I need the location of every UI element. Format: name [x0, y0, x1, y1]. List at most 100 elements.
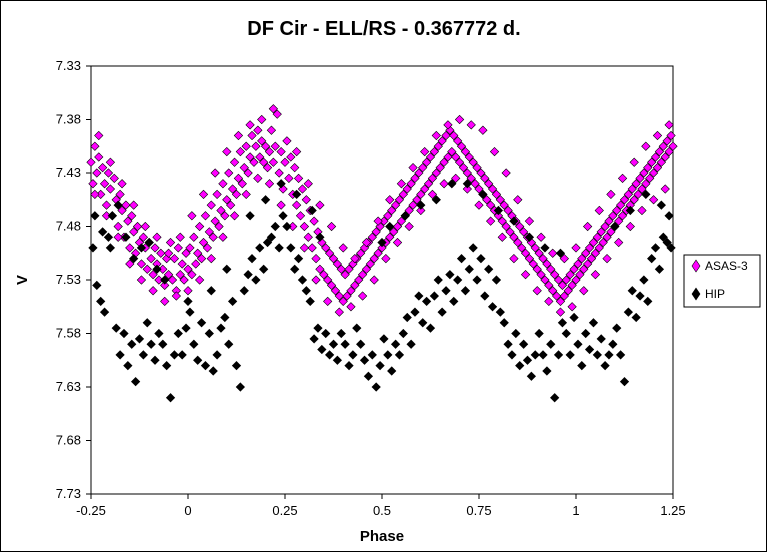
- asas3-point: [509, 253, 519, 264]
- asas3-point: [356, 248, 366, 258]
- hip-point: [540, 243, 550, 253]
- hip-point: [418, 318, 428, 328]
- asas3-point: [462, 184, 472, 194]
- asas3-point: [163, 270, 174, 280]
- asas3-point: [247, 130, 257, 141]
- asas3-point: [303, 179, 313, 189]
- hip-point: [569, 312, 579, 323]
- asas3-point: [518, 227, 529, 237]
- hip-point: [431, 195, 441, 205]
- asas3-point: [443, 152, 453, 162]
- hip-point: [313, 323, 323, 333]
- asas3-point: [546, 264, 556, 274]
- asas3-point: [660, 152, 670, 162]
- hip-point: [356, 339, 366, 349]
- asas3-point: [503, 205, 513, 216]
- asas3-point: [350, 280, 360, 290]
- asas3-point: [648, 195, 659, 205]
- asas3-point: [346, 302, 356, 312]
- hip-point: [92, 280, 102, 290]
- asas3-point: [575, 270, 585, 280]
- asas3-point: [177, 259, 187, 269]
- asas3-point: [443, 120, 453, 130]
- asas3-point: [373, 248, 383, 258]
- asas3-point: [278, 184, 288, 194]
- asas3-point: [94, 152, 104, 162]
- hip-point: [462, 179, 472, 189]
- asas3-point: [567, 302, 577, 312]
- asas3-point: [264, 179, 275, 189]
- asas3-point: [150, 243, 160, 253]
- asas3-point: [148, 270, 158, 280]
- asas3-point: [324, 248, 335, 258]
- asas3-point: [555, 296, 566, 307]
- hip-point: [538, 350, 548, 360]
- hip-point: [88, 243, 98, 253]
- hip-point: [270, 221, 280, 232]
- hip-point: [297, 275, 308, 285]
- asas3-point: [229, 211, 240, 221]
- hip-point: [623, 307, 634, 317]
- asas3-point: [509, 232, 519, 242]
- hip-point: [456, 253, 467, 264]
- asas3-point: [641, 141, 651, 151]
- asas3-point: [132, 221, 143, 232]
- asas3-point: [548, 286, 558, 296]
- asas3-point: [233, 173, 244, 183]
- asas3-point: [590, 270, 601, 280]
- y-tick-label: 7.73: [56, 486, 81, 501]
- asas3-point: [387, 205, 397, 216]
- asas3-point: [222, 146, 232, 157]
- asas3-point: [229, 157, 240, 167]
- asas3-point: [645, 173, 655, 183]
- asas3-point: [486, 200, 496, 210]
- hip-point: [220, 312, 230, 323]
- asas3-point: [326, 221, 337, 232]
- hip-point: [231, 360, 242, 371]
- asas3-point: [241, 141, 251, 151]
- hip-point: [561, 328, 571, 339]
- hip-point: [278, 211, 288, 221]
- hip-point: [243, 270, 253, 280]
- hip-point: [555, 248, 566, 258]
- hip-point: [416, 200, 426, 210]
- asas3-point: [584, 243, 595, 253]
- hip-point: [619, 377, 630, 387]
- asas3-point: [375, 221, 385, 232]
- asas3-point: [390, 200, 401, 210]
- asas3-point: [187, 211, 197, 221]
- asas3-point: [253, 173, 263, 183]
- hip-point: [206, 286, 216, 296]
- asas3-point: [196, 253, 207, 264]
- asas3-point: [478, 125, 488, 135]
- asas3-point: [202, 243, 213, 253]
- asas3-point: [259, 157, 269, 167]
- asas3-point: [179, 275, 189, 285]
- hip-point: [662, 237, 672, 248]
- asas3-point: [594, 205, 604, 216]
- hip-point: [251, 275, 261, 285]
- hip-point: [553, 350, 564, 360]
- asas3-point: [357, 270, 368, 280]
- asas3-point: [330, 286, 341, 296]
- hip-point: [247, 253, 257, 264]
- hip-point: [600, 360, 610, 371]
- asas3-point: [520, 248, 531, 258]
- asas3-point: [567, 280, 577, 290]
- hip-point: [324, 350, 335, 360]
- asas3-point: [544, 280, 554, 290]
- hip-point: [480, 291, 490, 301]
- asas3-point: [272, 109, 282, 119]
- hip-point: [631, 312, 641, 323]
- asas3-point: [220, 211, 230, 221]
- hip-point: [160, 275, 170, 285]
- hip-point: [134, 334, 145, 344]
- hip-point: [650, 243, 661, 253]
- asas3-point: [614, 216, 624, 226]
- hip-point: [383, 350, 393, 360]
- hip-point: [515, 360, 525, 371]
- chart-title: DF Cir - ELL/RS - 0.367772 d.: [247, 18, 520, 40]
- asas3-point: [604, 216, 614, 226]
- asas3-point: [468, 157, 478, 167]
